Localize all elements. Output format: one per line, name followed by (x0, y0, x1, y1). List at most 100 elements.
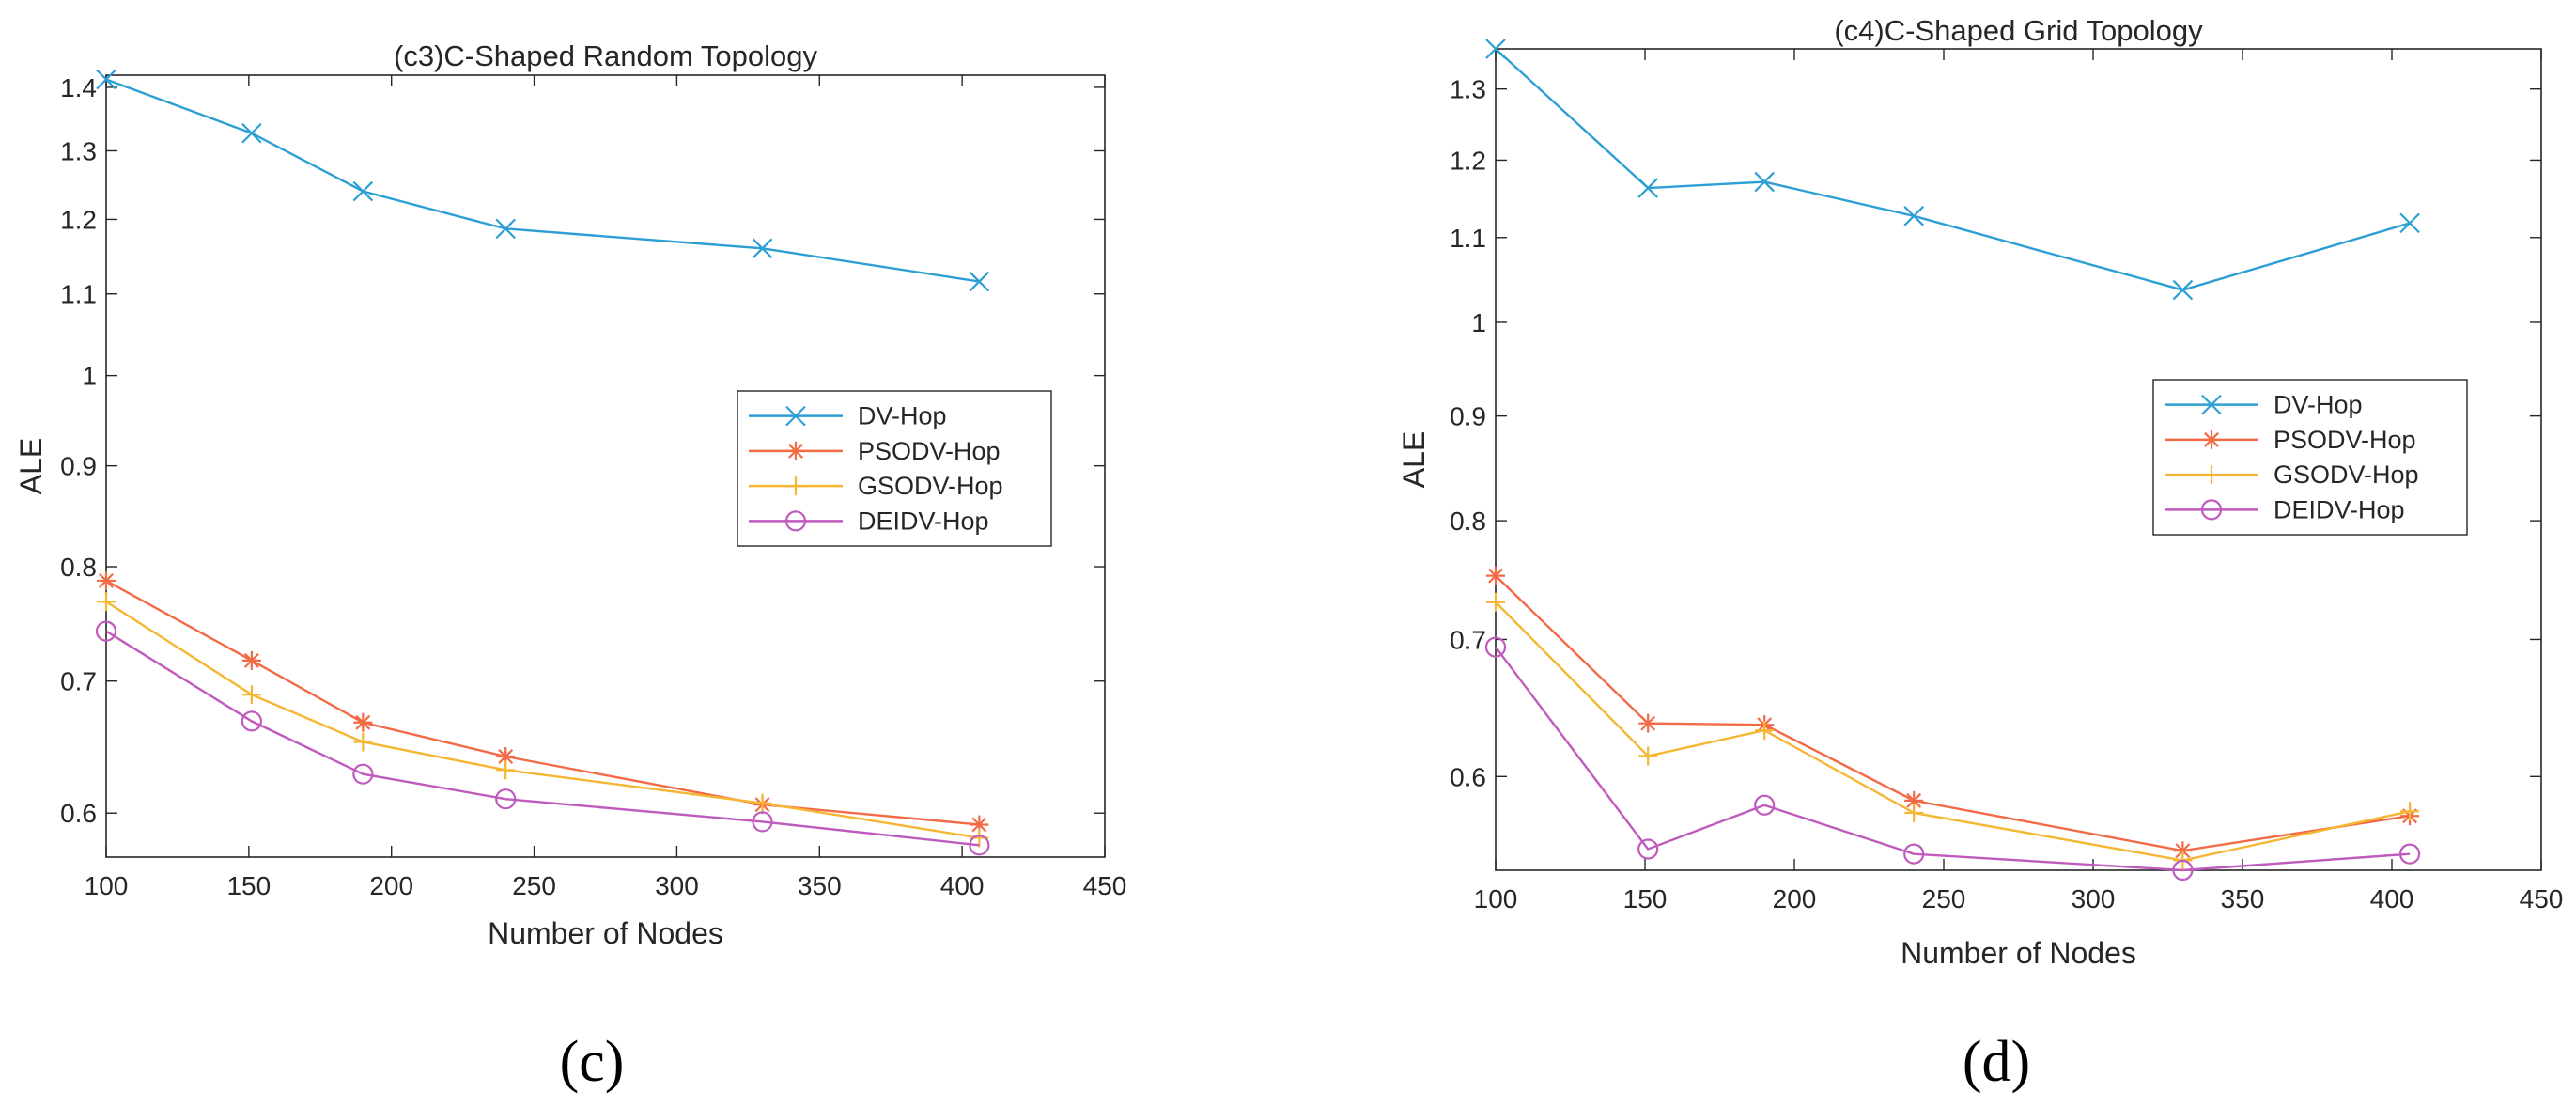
legend-marker (784, 510, 807, 532)
series-dv-hop (96, 69, 990, 292)
data-point (2399, 212, 2420, 234)
y-tick-label: 0.8 (60, 553, 97, 582)
x-tick-label: 350 (798, 871, 842, 900)
legend-item: DV-Hop (749, 402, 947, 430)
data-point (1903, 843, 1925, 865)
panel-label: (d) (1963, 1030, 2030, 1094)
x-tick-label: 400 (2370, 884, 2414, 913)
series-line (105, 78, 980, 283)
x-tick-label: 300 (655, 871, 699, 900)
y-tick-label: 1.1 (60, 280, 97, 309)
data-point (353, 712, 373, 732)
x-tick-label: 450 (1083, 871, 1127, 900)
data-point (1485, 39, 1506, 59)
series-dv-hop (1485, 39, 2420, 301)
y-tick-label: 1.3 (1450, 75, 1486, 104)
data-point (496, 760, 516, 780)
x-tick-label: 450 (2520, 884, 2564, 913)
y-tick-label: 1.3 (60, 136, 97, 165)
x-axis-title: Number of Nodes (1901, 936, 2136, 970)
series-gsodv-hop (1486, 592, 2420, 870)
legend-item: GSODV-Hop (2165, 460, 2419, 489)
data-point (2172, 279, 2194, 301)
data-point (241, 650, 261, 670)
data-point (1755, 721, 1775, 741)
data-point (241, 122, 262, 144)
data-point (969, 835, 990, 856)
y-tick-label: 0.7 (60, 667, 97, 696)
data-point (1486, 592, 1505, 612)
legend: DV-Hop PSODV-Hop GSODV-Hop DEIDV-Hop (737, 390, 1052, 547)
legend-item: PSODV-Hop (749, 437, 1001, 465)
y-tick-label: 1.2 (60, 205, 97, 234)
series-line (105, 601, 980, 839)
series-deidv-hop (95, 620, 990, 856)
x-axis-title: Number of Nodes (488, 916, 723, 950)
data-point (1754, 171, 1775, 193)
data-point (752, 238, 773, 259)
y-tick-label: 1.4 (60, 73, 97, 102)
y-tick-label: 0.8 (1450, 507, 1486, 536)
legend-marker (2201, 394, 2222, 415)
chart-title: (c4)C-Shaped Grid Topology (1834, 14, 2203, 47)
y-tick-label: 1.2 (1450, 146, 1486, 175)
chart-title: (c3)C-Shaped Random Topology (394, 39, 817, 72)
x-tick-label: 350 (2221, 884, 2265, 913)
data-point (752, 811, 773, 833)
x-tick-label: 200 (1773, 884, 1817, 913)
legend-item: DV-Hop (2165, 391, 2363, 419)
data-point (1903, 206, 1924, 226)
y-axis-title: ALE (14, 438, 48, 494)
series-line (1495, 601, 2411, 862)
x-tick-label: 100 (1474, 884, 1518, 913)
legend: DV-Hop PSODV-Hop GSODV-Hop DEIDV-Hop (2152, 379, 2468, 536)
legend-label: GSODV-Hop (858, 472, 1003, 500)
data-point (970, 815, 989, 835)
data-point (1904, 803, 1924, 822)
data-point (1904, 790, 1924, 810)
series-line (1495, 48, 2411, 291)
legend-label: PSODV-Hop (858, 437, 1001, 465)
data-point (1486, 566, 1505, 585)
data-point (496, 746, 516, 766)
legend-marker (2202, 465, 2221, 485)
chart-c4: 100 150 200 250 300 350 400 450 0.6 0.7 0.8 0.9 1 1.1… (1397, 14, 2563, 1094)
series-line (105, 630, 980, 847)
data-point (969, 271, 990, 292)
data-point (352, 763, 374, 785)
legend-label: PSODV-Hop (2273, 426, 2416, 454)
y-tick-label: 1 (1471, 308, 1486, 337)
data-point (95, 620, 117, 642)
legend-label: DV-Hop (858, 402, 947, 430)
y-tick-label: 0.9 (60, 452, 97, 481)
data-point (2400, 802, 2420, 821)
chart-c3: 100 150 200 250 300 350 400 450 0.6 0.7 0.8 0.9 1 1.1… (14, 39, 1126, 1094)
legend-marker (786, 441, 805, 460)
x-tick-label: 250 (512, 871, 556, 900)
data-point (1638, 713, 1658, 733)
data-point (1637, 178, 1658, 198)
x-tick-label: 150 (1623, 884, 1668, 913)
legend-label: DEIDV-Hop (2273, 495, 2405, 523)
x-tick-label: 300 (2072, 884, 2116, 913)
x-tick-label: 250 (1922, 884, 1966, 913)
x-tick-label: 150 (226, 871, 271, 900)
y-axis-title: ALE (1397, 431, 1431, 488)
data-point (352, 180, 374, 202)
legend-item: DEIDV-Hop (2165, 495, 2405, 523)
data-point (2172, 859, 2194, 882)
data-point (97, 570, 116, 590)
legend-marker (2202, 429, 2221, 449)
data-point (495, 788, 517, 810)
y-tick-label: 0.7 (1450, 625, 1486, 654)
data-point (753, 793, 772, 813)
y-tick-label: 1.1 (1450, 224, 1486, 253)
legend-item: DEIDV-Hop (749, 507, 989, 535)
series-deidv-hop (1484, 636, 2421, 882)
x-tick-label: 100 (85, 871, 129, 900)
legend-marker (2200, 499, 2223, 521)
legend-label: GSODV-Hop (2273, 460, 2419, 489)
data-point (1484, 636, 1507, 658)
